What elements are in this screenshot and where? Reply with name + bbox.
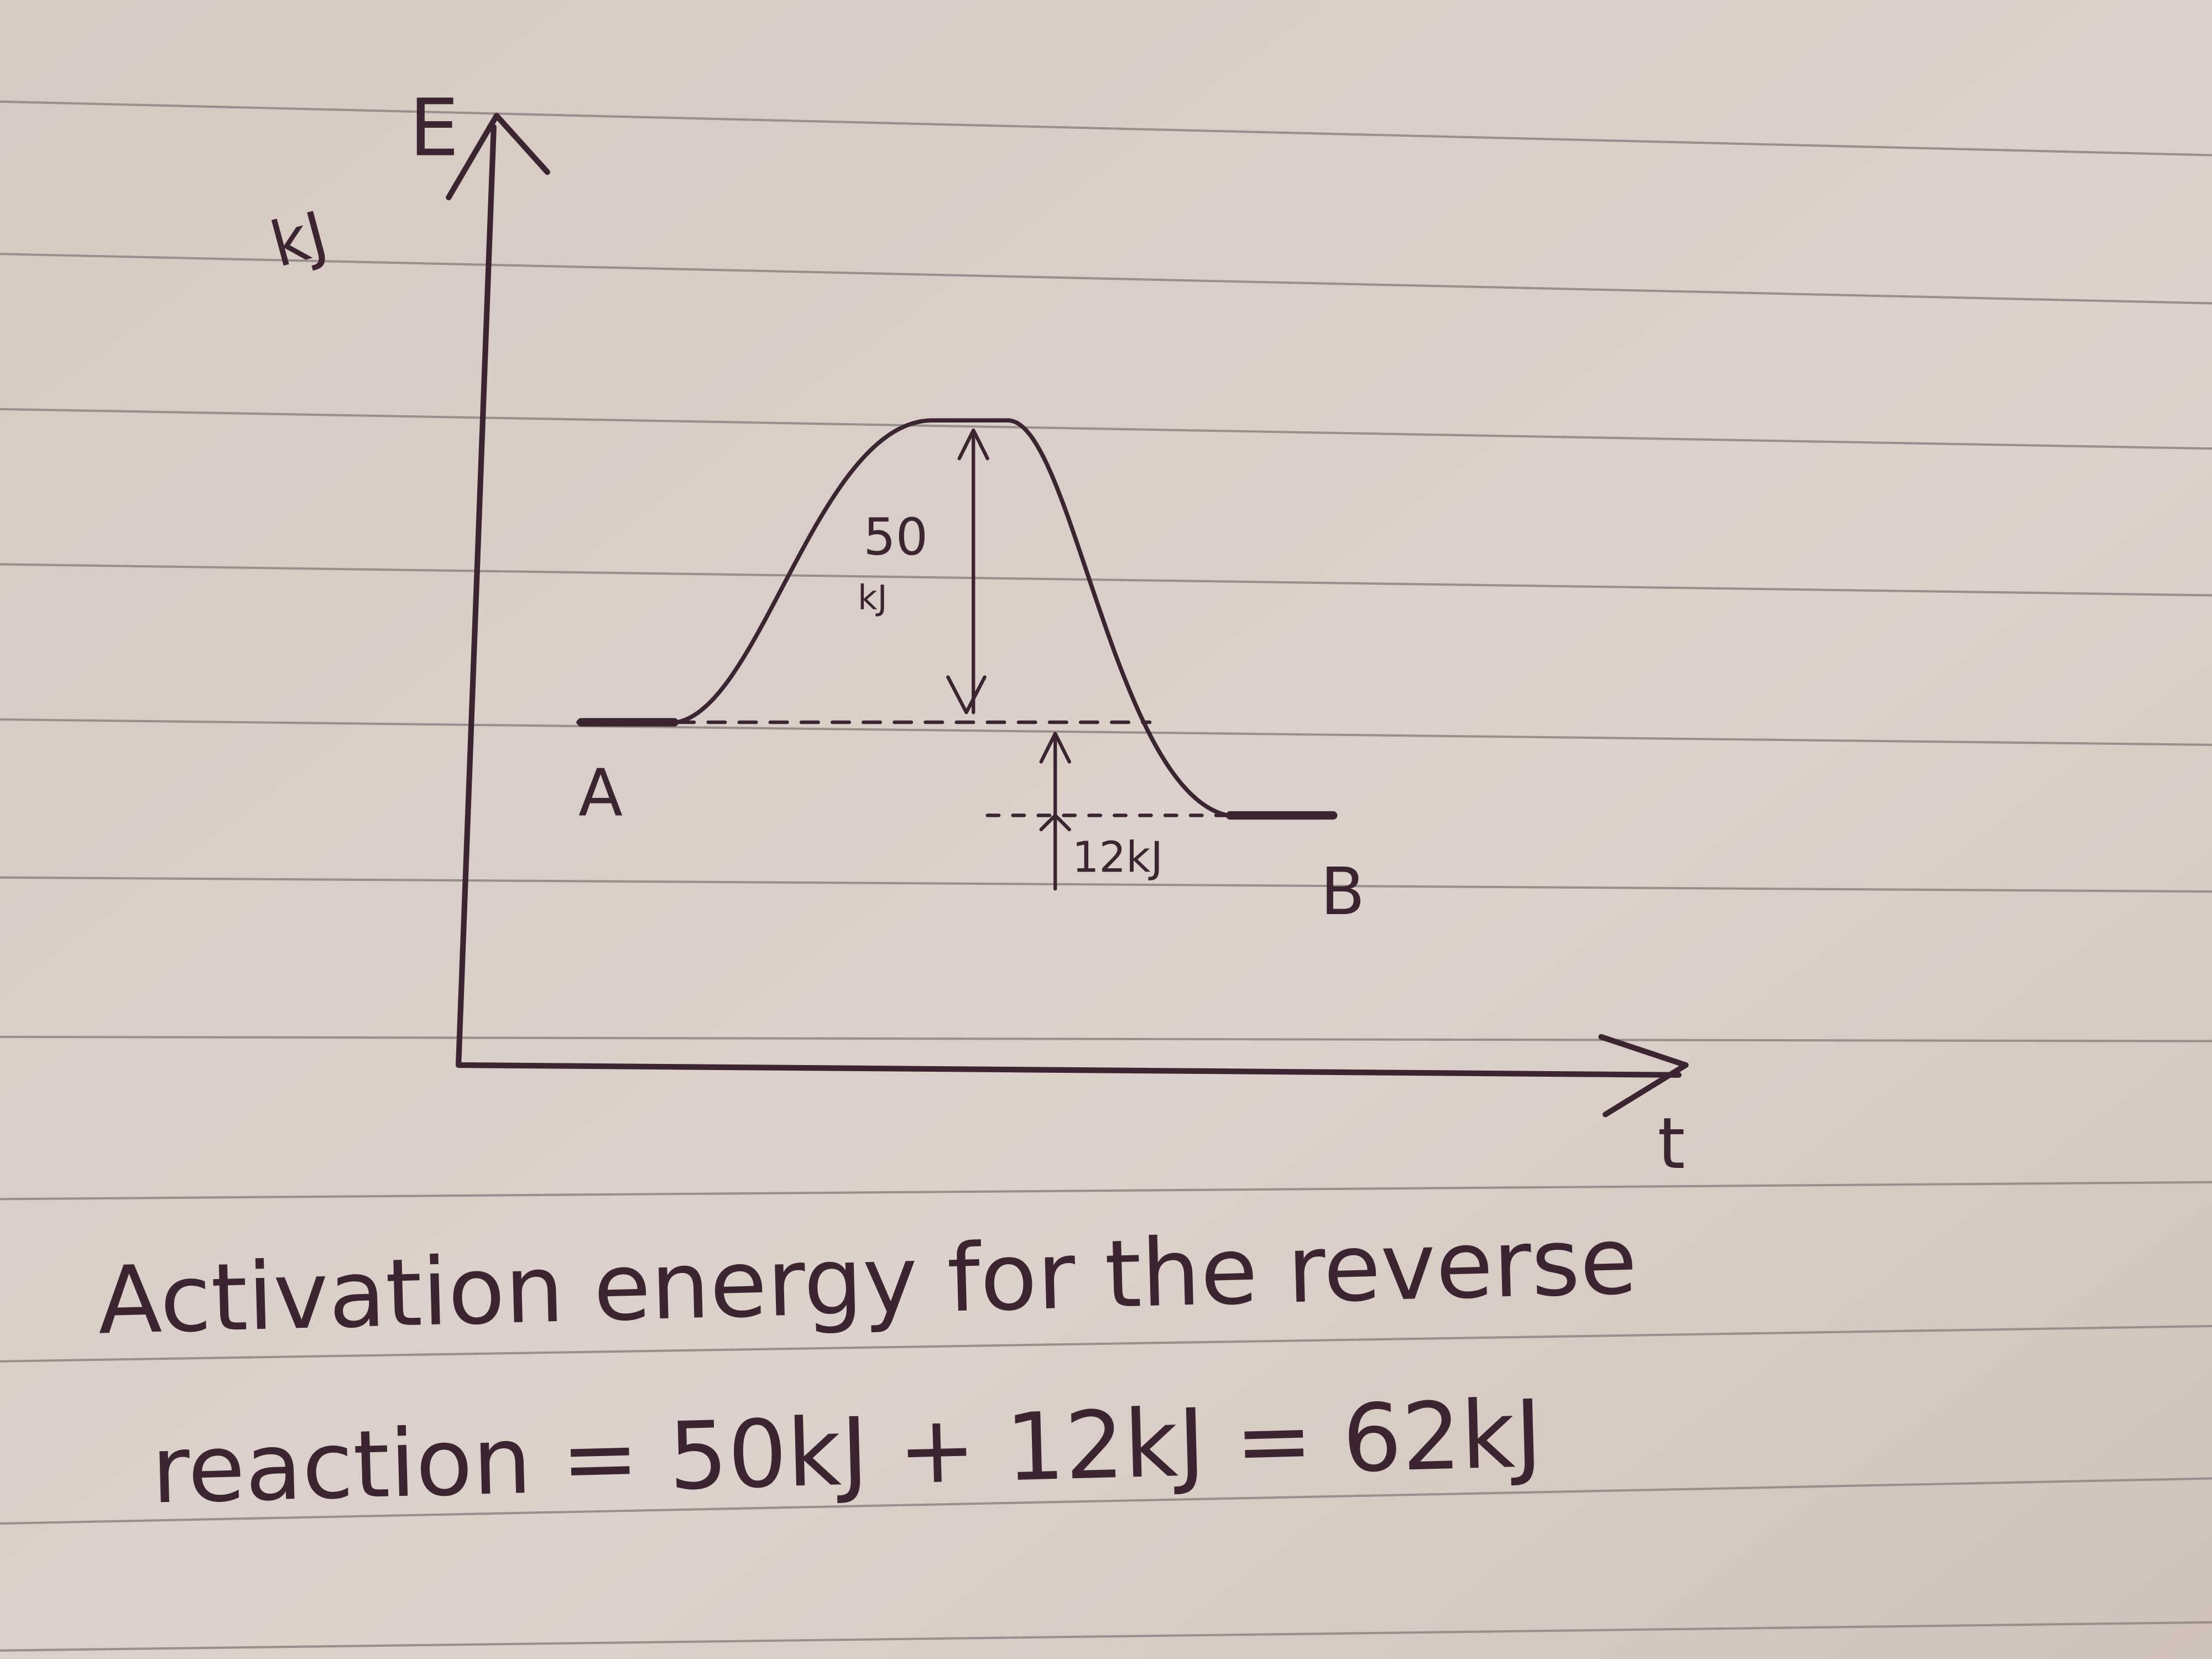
activation-arrow xyxy=(946,428,989,714)
y-axis-arrow xyxy=(446,113,550,201)
axis-lines xyxy=(455,124,1682,1078)
rule-line xyxy=(0,718,2212,746)
enthalpy-arrow xyxy=(1039,732,1071,891)
energy-profile: A B 50 kJ 12kJ xyxy=(576,418,1365,930)
rule-line xyxy=(0,1181,2212,1201)
activation-unit: kJ xyxy=(858,578,888,618)
x-axis-label: t xyxy=(1657,1103,1685,1185)
end-label: B xyxy=(1321,854,1365,930)
rule-line xyxy=(0,253,2212,305)
rule-line xyxy=(0,100,2212,156)
rule-line xyxy=(0,408,2212,450)
start-label: A xyxy=(578,755,623,831)
rule-line xyxy=(0,1035,2212,1042)
energy-levels xyxy=(577,718,1338,820)
rule-line xyxy=(0,1477,2212,1525)
rule-line xyxy=(0,876,2212,893)
axes: E kJ t xyxy=(263,82,1689,1185)
activation-value: 50 xyxy=(863,508,928,567)
difference-label: 12kJ xyxy=(1072,833,1163,883)
y-axis-label: E xyxy=(409,82,459,174)
x-axis-arrow xyxy=(1598,1034,1689,1118)
rule-line xyxy=(0,1324,2212,1363)
ruled-lines xyxy=(0,100,2212,1652)
rule-line xyxy=(0,1621,2212,1652)
rule-line xyxy=(0,563,2212,597)
